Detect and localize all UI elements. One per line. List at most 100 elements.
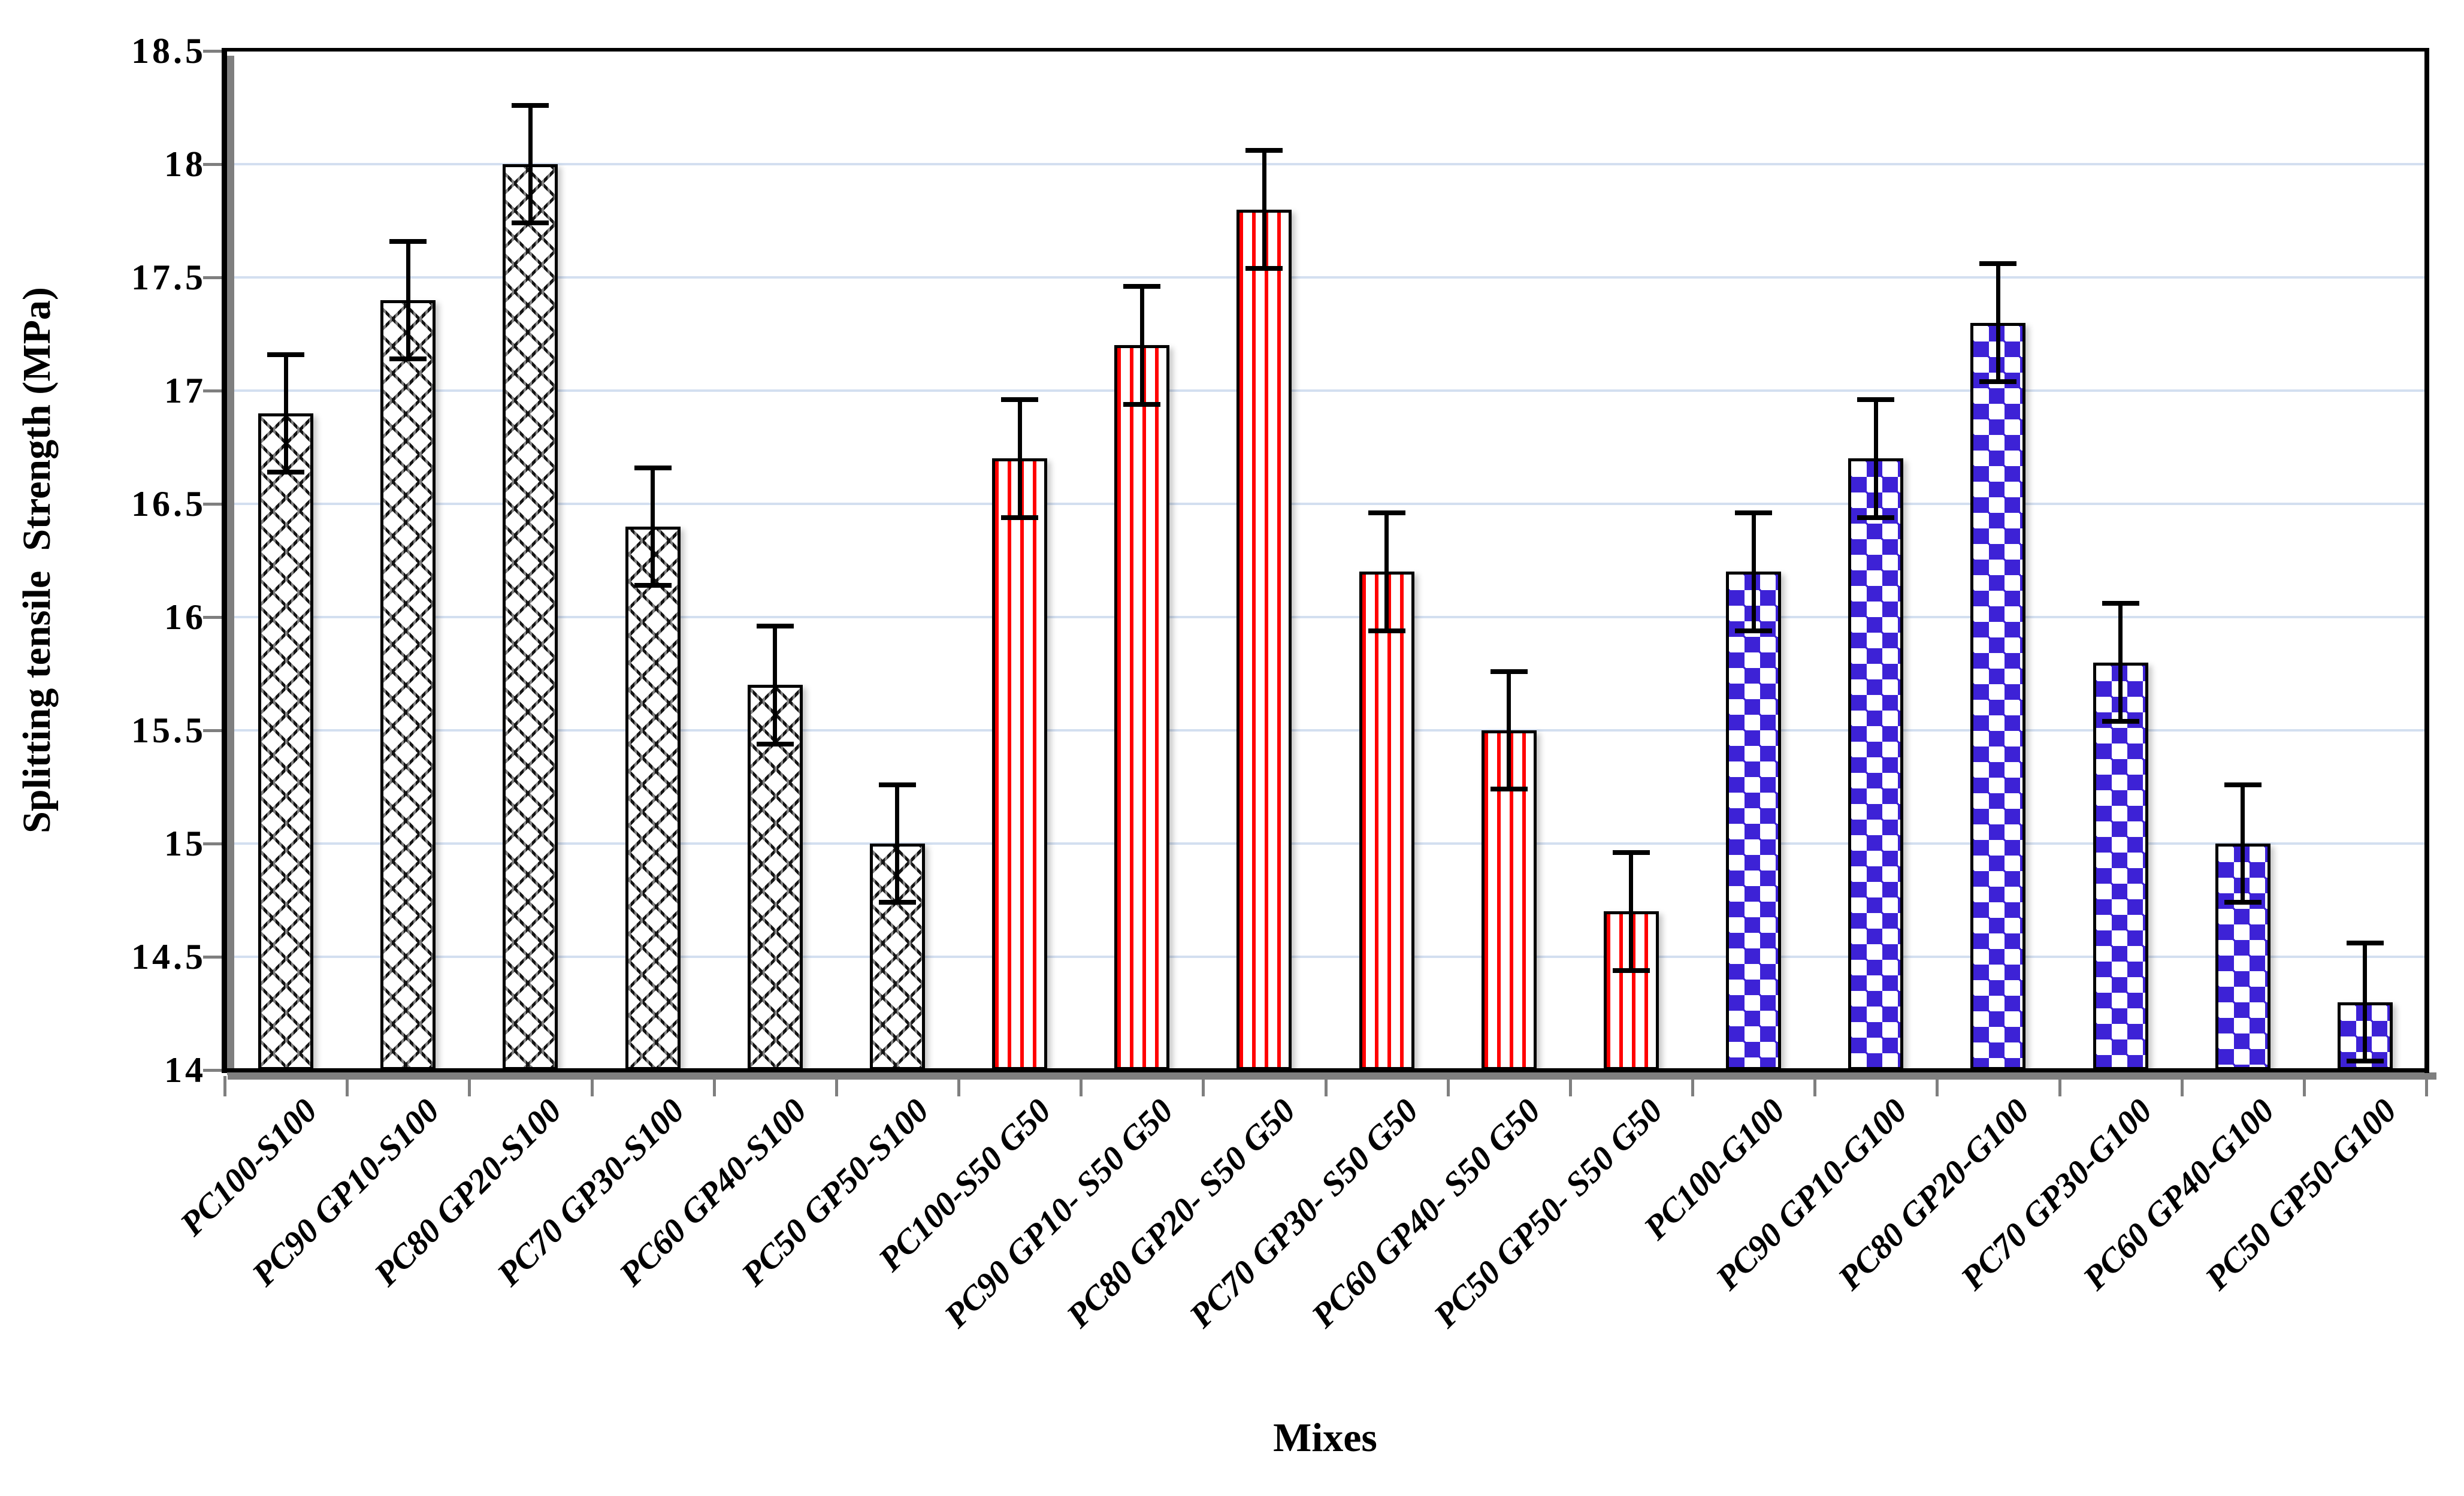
plot-border-right bbox=[2424, 48, 2429, 1073]
x-axis-tick bbox=[346, 1076, 349, 1096]
x-axis-tick bbox=[1568, 1076, 1572, 1096]
error-bar-stem bbox=[1262, 150, 1266, 268]
x-axis-tick bbox=[712, 1076, 716, 1096]
error-bar-cap-top bbox=[2224, 782, 2262, 787]
error-bar-cap-bottom bbox=[2102, 718, 2139, 724]
error-bar-cap-top bbox=[267, 352, 305, 357]
error-bar-stem bbox=[1384, 513, 1389, 631]
y-axis-tick bbox=[203, 503, 225, 506]
error-bar-cap-bottom bbox=[389, 356, 427, 362]
error-bar-stem bbox=[528, 105, 533, 223]
error-bar-cap-bottom bbox=[267, 470, 305, 475]
y-tick-label: 18.5 bbox=[131, 31, 206, 71]
bar bbox=[992, 458, 1048, 1070]
y-tick-label: 16.5 bbox=[131, 484, 206, 524]
y-axis-tick bbox=[203, 1069, 225, 1072]
error-bar-stem bbox=[2118, 603, 2123, 721]
bar bbox=[625, 526, 681, 1070]
bar bbox=[258, 413, 314, 1070]
gridline bbox=[225, 389, 2426, 392]
x-axis-tick bbox=[1324, 1076, 1328, 1096]
y-axis-tick bbox=[203, 842, 225, 845]
x-axis-tick bbox=[1202, 1076, 1205, 1096]
error-bar-cap-top bbox=[1123, 284, 1161, 289]
bar bbox=[2093, 662, 2148, 1070]
x-axis-tick bbox=[223, 1076, 226, 1096]
y-axis-tick bbox=[203, 956, 225, 959]
error-bar-cap-top bbox=[1490, 669, 1528, 674]
bar bbox=[1726, 572, 1782, 1070]
error-bar-cap-bottom bbox=[1245, 265, 1283, 271]
x-tick-label: PC70 GP30- S50 G50 bbox=[1181, 1092, 1426, 1335]
y-axis-shadow bbox=[227, 56, 234, 1075]
error-bar-stem bbox=[1629, 853, 1634, 971]
error-bar-stem bbox=[283, 354, 288, 473]
error-bar-stem bbox=[1873, 400, 1878, 518]
error-bar-stem bbox=[1751, 513, 1756, 631]
error-bar-cap-top bbox=[1001, 397, 1039, 403]
gridline bbox=[225, 956, 2426, 958]
error-bar-cap-bottom bbox=[1979, 379, 2017, 384]
gridline bbox=[225, 503, 2426, 505]
error-bar-cap-bottom bbox=[1612, 968, 1650, 973]
x-axis-tick bbox=[2302, 1076, 2306, 1096]
y-tick-label: 18 bbox=[164, 144, 206, 184]
x-axis-tick bbox=[1691, 1076, 1694, 1096]
gridline bbox=[225, 276, 2426, 279]
bar bbox=[1359, 572, 1414, 1070]
error-bar-cap-top bbox=[2346, 941, 2384, 946]
error-bar-stem bbox=[1017, 400, 1022, 518]
gridline bbox=[225, 163, 2426, 165]
bar bbox=[503, 164, 558, 1070]
error-bar-cap-top bbox=[512, 102, 549, 108]
gridline bbox=[225, 842, 2426, 845]
x-axis-shadow bbox=[228, 1072, 2436, 1080]
error-bar-stem bbox=[1996, 264, 2000, 382]
bar bbox=[1970, 322, 2026, 1070]
x-axis-tick bbox=[835, 1076, 838, 1096]
x-tick-label: PC90 GP10- S50 G50 bbox=[937, 1092, 1181, 1335]
plot-border-top bbox=[223, 48, 2428, 52]
x-axis-tick bbox=[957, 1076, 960, 1096]
y-axis-tick bbox=[203, 276, 225, 279]
y-tick-label: 14.5 bbox=[131, 937, 206, 977]
error-bar-stem bbox=[651, 467, 655, 586]
error-bar-cap-bottom bbox=[1735, 628, 1773, 633]
error-bar-cap-top bbox=[1735, 510, 1773, 516]
error-bar-stem bbox=[2363, 943, 2368, 1061]
x-tick-label: PC60 GP40- S50 G50 bbox=[1304, 1092, 1548, 1335]
y-tick-label: 17.5 bbox=[131, 258, 206, 297]
y-axis-tick bbox=[203, 389, 225, 392]
x-axis-tick bbox=[1446, 1076, 1450, 1096]
error-bar-cap-top bbox=[878, 782, 916, 787]
x-axis-tick bbox=[1936, 1076, 1939, 1096]
x-axis-tick bbox=[1813, 1076, 1817, 1096]
error-bar-cap-top bbox=[1857, 397, 1895, 403]
error-bar-cap-bottom bbox=[1001, 515, 1039, 520]
y-axis-tick bbox=[203, 616, 225, 619]
error-bar-cap-bottom bbox=[2346, 1058, 2384, 1063]
gridline bbox=[225, 616, 2426, 618]
y-tick-label: 17 bbox=[164, 371, 206, 410]
error-bar-cap-top bbox=[634, 465, 672, 470]
error-bar-cap-bottom bbox=[1857, 515, 1895, 520]
x-axis-tick bbox=[2425, 1076, 2428, 1096]
error-bar-cap-top bbox=[1368, 510, 1405, 516]
error-bar-cap-bottom bbox=[756, 741, 794, 747]
error-bar-cap-top bbox=[756, 624, 794, 629]
y-tick-label: 15.5 bbox=[131, 711, 206, 750]
error-bar-cap-top bbox=[389, 238, 427, 244]
error-bar-stem bbox=[895, 784, 900, 903]
error-bar-cap-bottom bbox=[634, 583, 672, 588]
bar bbox=[1848, 458, 1904, 1070]
x-axis-title: Mixes bbox=[1273, 1415, 1377, 1460]
error-bar-cap-top bbox=[1612, 850, 1650, 856]
error-bar-stem bbox=[2241, 784, 2245, 903]
error-bar-stem bbox=[773, 626, 778, 744]
error-bar-cap-top bbox=[1245, 148, 1283, 153]
error-bar-stem bbox=[406, 241, 410, 359]
bar bbox=[1114, 345, 1170, 1070]
y-tick-label: 15 bbox=[164, 824, 206, 863]
error-bar-cap-bottom bbox=[1368, 628, 1405, 633]
